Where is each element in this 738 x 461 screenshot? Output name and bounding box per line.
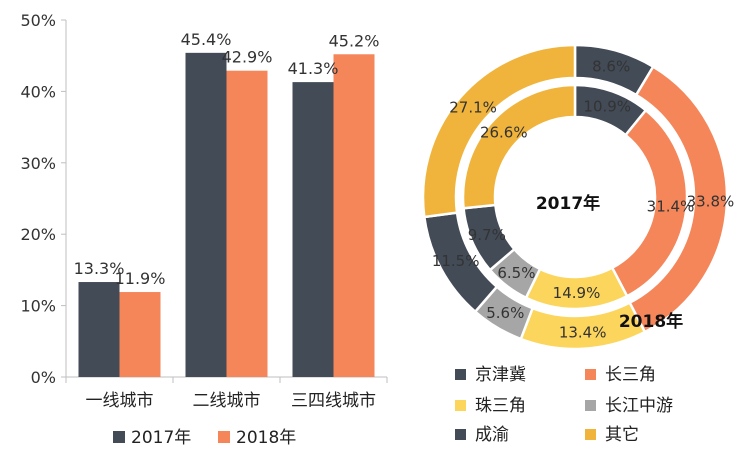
bar-2018年-二线城市: [226, 70, 268, 377]
bar-2017年-一线城市: [78, 282, 120, 377]
bar-2018年-一线城市: [119, 292, 161, 377]
slice-value-label: 11.5%: [432, 252, 480, 270]
legend-swatch-珠三角: [455, 400, 466, 411]
legend-swatch-长三角: [585, 369, 596, 380]
bar-2018年-三四线城市: [333, 54, 375, 377]
inner-ring-2017: [461, 83, 689, 311]
legend-swatch-长江中游: [585, 400, 596, 411]
y-tick-label: 50%: [20, 11, 56, 30]
bar-legend: 2017年 2018年: [113, 428, 296, 448]
bar-2017年-三四线城市: [292, 82, 334, 378]
slice-value-label: 33.8%: [687, 192, 735, 210]
legend-label: 其它: [605, 425, 639, 445]
slice-value-label: 13.4%: [559, 323, 607, 341]
donut-chart: 10.9% 31.4% 14.9% 6.5% 9.7% 26.6% 8.6% 33.8% 13.…: [421, 43, 734, 445]
legend-label: 2018年: [236, 428, 296, 448]
legend-label: 长江中游: [605, 396, 673, 416]
legend-label: 2017年: [131, 428, 191, 448]
x-category-label: 一线城市: [86, 391, 154, 411]
legend-swatch-京津冀: [455, 369, 466, 380]
bar-value-label: 11.9%: [115, 269, 166, 288]
bar-series: [78, 52, 375, 378]
y-tick-label: 10%: [20, 297, 56, 316]
legend-swatch-2017年: [113, 431, 125, 443]
outer-ring-2018: [421, 43, 729, 351]
outer-ring-title: 2018年: [619, 311, 683, 332]
slice-value-label: 5.6%: [486, 304, 524, 322]
bar-value-label: 42.9%: [222, 48, 273, 67]
y-axis-ticks: 0% 10% 20% 30% 40% 50%: [20, 11, 67, 387]
inner-ring-title: 2017年: [536, 193, 600, 214]
legend-label: 长三角: [605, 365, 656, 385]
bar-value-label: 13.3%: [74, 259, 125, 278]
x-category-label: 三四线城市: [291, 391, 376, 411]
donut-value-labels: 10.9% 31.4% 14.9% 6.5% 9.7% 26.6% 8.6% 33.8% 13.…: [432, 57, 734, 341]
x-axis-tick-marks: [65, 377, 388, 383]
slice-2018年-其它: [421, 43, 577, 219]
slice-value-label: 14.9%: [553, 284, 601, 302]
slice-value-label: 31.4%: [647, 198, 695, 216]
bar-value-labels: 13.3%11.9% 45.4%42.9% 41.3% 45.2%: [74, 30, 380, 288]
slice-value-label: 27.1%: [449, 99, 497, 117]
slice-2017年-其它: [461, 83, 577, 210]
legend-label: 珠三角: [475, 396, 526, 416]
slice-value-label: 10.9%: [583, 98, 631, 116]
y-tick-label: 20%: [20, 225, 56, 244]
slice-value-label: 26.6%: [480, 124, 528, 142]
slice-value-label: 8.6%: [592, 57, 630, 75]
y-tick-label: 40%: [20, 82, 56, 101]
slice-value-label: 6.5%: [497, 264, 535, 282]
slice-value-label: 9.7%: [468, 226, 506, 244]
bar-2017年-二线城市: [185, 52, 227, 378]
bar-value-label: 41.3%: [288, 59, 339, 78]
legend-label: 成渝: [475, 425, 509, 445]
legend-label: 京津冀: [475, 365, 526, 385]
y-tick-label: 0%: [31, 368, 56, 387]
bar-value-label: 45.4%: [181, 30, 232, 49]
legend-swatch-成渝: [455, 429, 466, 440]
legend-swatch-其它: [585, 429, 596, 440]
legend-swatch-2018年: [218, 431, 230, 443]
y-tick-label: 30%: [20, 154, 56, 173]
bar-chart: 0% 10% 20% 30% 40% 50% 13.3%11.9% 45.4%42.9% 41…: [20, 11, 388, 448]
bar-value-label: 45.2%: [329, 31, 380, 50]
x-category-label: 二线城市: [193, 391, 261, 411]
x-axis-categories: 一线城市 二线城市 三四线城市: [86, 391, 377, 411]
